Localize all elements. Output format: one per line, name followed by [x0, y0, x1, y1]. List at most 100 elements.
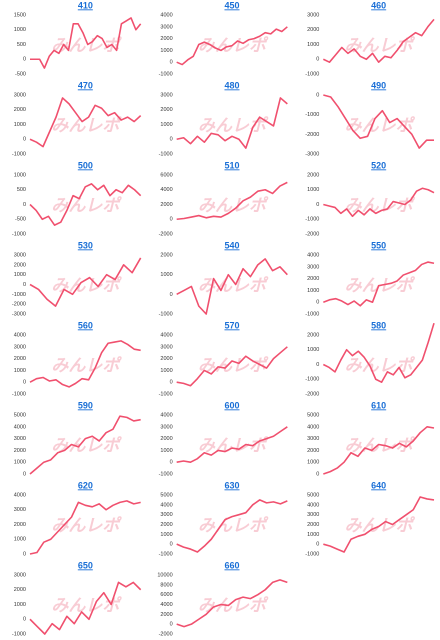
watermark: みんレポ	[345, 196, 416, 215]
y-tick-label: 0	[170, 542, 173, 548]
watermark: みんレポ	[51, 516, 122, 535]
y-tick-label: 3000	[14, 572, 26, 578]
y-tick-label: -2000	[305, 132, 319, 138]
y-tick-label: 0	[316, 542, 319, 548]
chart-title-link[interactable]: 500	[78, 160, 93, 170]
chart-title-link[interactable]: 650	[78, 560, 93, 570]
chart-title-link[interactable]: 600	[224, 400, 239, 410]
y-tick-label: 3000	[14, 252, 26, 258]
chart-title-link[interactable]: 490	[371, 80, 386, 90]
y-tick-label: 2000	[160, 436, 172, 442]
line	[176, 258, 288, 315]
y-tick-label: 2000	[160, 356, 172, 362]
y-tick-label: -1000	[159, 151, 173, 157]
y-tick-label: 2000	[307, 276, 319, 282]
y-tick-label: 0	[23, 551, 26, 557]
chart-title-link[interactable]: 480	[224, 80, 239, 90]
y-tick-label: 1000	[307, 460, 319, 466]
y-tick-label: -2000	[305, 231, 319, 237]
y-tick-label: 1000	[14, 172, 26, 178]
y-tick-label: 4000	[160, 412, 172, 418]
chart-title-link[interactable]: 610	[371, 400, 386, 410]
y-tick-label: 500	[17, 42, 26, 48]
y-tick-label: 1000	[160, 368, 172, 374]
y-tick-label: -1000	[159, 311, 173, 317]
chart-title-link[interactable]: 620	[78, 480, 93, 490]
y-tick-label: 2000	[307, 27, 319, 33]
y-tick-label: 3000	[307, 264, 319, 270]
watermark: みんレポ	[198, 36, 269, 55]
watermark: みんレポ	[51, 436, 122, 455]
chart-title-link[interactable]: 520	[371, 160, 386, 170]
y-tick-label: 0	[170, 60, 173, 66]
y-tick-label: -1000	[305, 217, 319, 223]
y-tick-label: 2000	[307, 172, 319, 178]
y-tick-label: -1000	[12, 391, 26, 397]
y-tick-label: -2000	[159, 231, 173, 237]
chart-title-link[interactable]: 590	[78, 400, 93, 410]
line	[176, 426, 288, 463]
y-tick-label: 2000	[307, 522, 319, 528]
y-tick-label: 0	[170, 217, 173, 223]
y-tick-label: 0	[316, 300, 319, 306]
watermark: みんレポ	[198, 196, 269, 215]
y-tick-label: -500	[15, 217, 26, 223]
chart-title-link[interactable]: 580	[371, 320, 386, 330]
chart-title-link[interactable]: 460	[371, 0, 386, 10]
y-tick-label: 0	[170, 292, 173, 298]
watermark: みんレポ	[345, 356, 416, 375]
y-tick-label: 0	[23, 137, 26, 143]
y-tick-label: 2000	[160, 522, 172, 528]
y-tick-label: 4000	[160, 12, 172, 18]
y-tick-label: 4000	[307, 502, 319, 508]
chart-title-link[interactable]: 560	[78, 320, 93, 330]
chart-title-link[interactable]: 540	[224, 240, 239, 250]
y-tick-label: 0	[23, 471, 26, 477]
chart-title-link[interactable]: 410	[78, 0, 93, 10]
y-tick-label: 2000	[307, 332, 319, 338]
y-tick-label: 4000	[307, 252, 319, 258]
y-tick-label: -2000	[305, 391, 319, 397]
y-tick-label: 0	[170, 137, 173, 143]
y-tick-label: 0	[316, 471, 319, 477]
chart-title-link[interactable]: 510	[224, 160, 239, 170]
y-tick-label: -1000	[159, 71, 173, 77]
y-tick-label: 4000	[160, 187, 172, 193]
y-tick-label: 500	[17, 187, 26, 193]
y-tick-label: 2000	[160, 107, 172, 113]
y-tick-label: 3000	[14, 436, 26, 442]
y-tick-label: 0	[316, 92, 319, 98]
y-tick-label: -1000	[305, 377, 319, 383]
y-tick-label: 1000	[14, 122, 26, 128]
chart-title-link[interactable]: 530	[78, 240, 93, 250]
line	[322, 18, 435, 63]
watermark: みんレポ	[345, 36, 416, 55]
y-tick-label: 3000	[14, 344, 26, 350]
y-tick-label: 2000	[160, 612, 172, 618]
y-tick-label: 2000	[14, 448, 26, 454]
y-tick-label: 1000	[307, 187, 319, 193]
line	[30, 17, 142, 69]
y-tick-label: 0	[170, 380, 173, 386]
y-tick-label: 3000	[14, 92, 26, 98]
y-tick-label: 10000	[157, 572, 172, 578]
line	[29, 97, 142, 148]
y-tick-label: -500	[15, 71, 26, 77]
y-tick-label: -2000	[12, 302, 26, 308]
y-tick-label: 1000	[14, 272, 26, 278]
chart-title-link[interactable]: 470	[78, 80, 93, 90]
chart-title-link[interactable]: 630	[224, 480, 239, 490]
chart-title-link[interactable]: 640	[371, 480, 386, 490]
y-tick-label: -1000	[305, 71, 319, 77]
y-tick-label: -1000	[12, 631, 26, 637]
watermark: みんレポ	[198, 516, 269, 535]
chart-title-link[interactable]: 550	[371, 240, 386, 250]
chart-title-link[interactable]: 450	[224, 0, 239, 10]
chart-title-link[interactable]: 660	[224, 560, 239, 570]
line	[29, 340, 141, 388]
y-tick-label: 3000	[160, 92, 172, 98]
y-tick-label: -1000	[305, 112, 319, 118]
watermark: みんレポ	[51, 356, 122, 375]
chart-title-link[interactable]: 570	[224, 320, 239, 330]
y-tick-label: -3000	[305, 151, 319, 157]
